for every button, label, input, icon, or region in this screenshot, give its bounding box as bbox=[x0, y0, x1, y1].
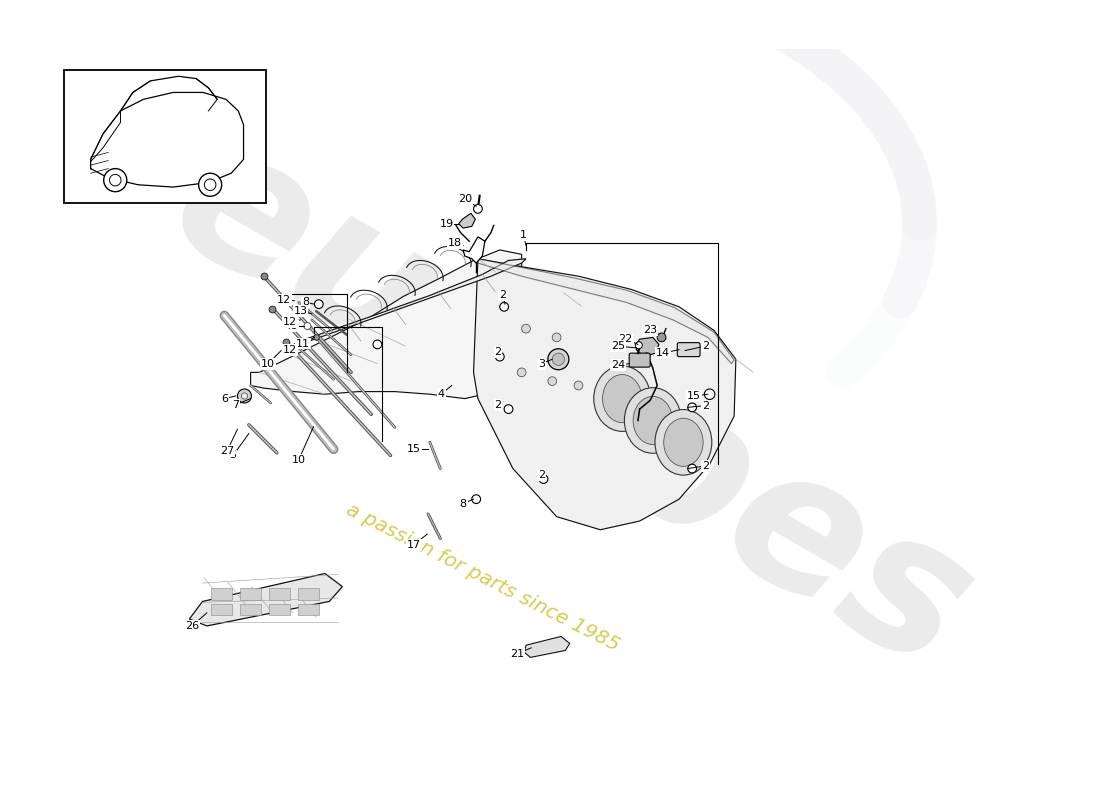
Text: 2: 2 bbox=[495, 400, 502, 410]
Text: 3: 3 bbox=[538, 358, 546, 369]
Polygon shape bbox=[463, 237, 485, 263]
Circle shape bbox=[103, 169, 127, 192]
Text: 20: 20 bbox=[458, 194, 472, 204]
Ellipse shape bbox=[603, 374, 642, 422]
Ellipse shape bbox=[634, 397, 672, 445]
Bar bbox=[211, 604, 232, 615]
Circle shape bbox=[574, 381, 583, 390]
Text: 27: 27 bbox=[220, 446, 234, 456]
Text: 1: 1 bbox=[520, 230, 527, 240]
Circle shape bbox=[472, 494, 481, 503]
Circle shape bbox=[315, 300, 323, 309]
Text: 13: 13 bbox=[294, 306, 307, 316]
Bar bbox=[270, 588, 290, 600]
Text: 9: 9 bbox=[290, 321, 298, 331]
Text: 2: 2 bbox=[702, 461, 708, 471]
Bar bbox=[298, 588, 319, 600]
Text: 26: 26 bbox=[185, 621, 199, 631]
Text: 23: 23 bbox=[644, 326, 657, 335]
Circle shape bbox=[205, 179, 216, 190]
Text: 15: 15 bbox=[686, 391, 701, 401]
Circle shape bbox=[304, 322, 311, 330]
Polygon shape bbox=[459, 214, 475, 228]
Circle shape bbox=[552, 333, 561, 342]
Circle shape bbox=[548, 349, 569, 370]
Text: 12: 12 bbox=[277, 294, 290, 305]
Polygon shape bbox=[525, 637, 570, 658]
Text: 17: 17 bbox=[407, 540, 421, 550]
Circle shape bbox=[657, 333, 665, 342]
Text: 14: 14 bbox=[657, 348, 670, 358]
Text: 4: 4 bbox=[438, 390, 444, 399]
Circle shape bbox=[636, 342, 642, 349]
Polygon shape bbox=[189, 574, 342, 626]
Polygon shape bbox=[290, 258, 526, 346]
Circle shape bbox=[499, 302, 508, 311]
Circle shape bbox=[679, 346, 688, 355]
Text: 7: 7 bbox=[232, 400, 240, 410]
Bar bbox=[64, 70, 266, 202]
Text: 24: 24 bbox=[610, 360, 625, 370]
Circle shape bbox=[199, 174, 222, 196]
Text: 12: 12 bbox=[283, 317, 297, 326]
Text: 15: 15 bbox=[407, 444, 421, 454]
Ellipse shape bbox=[625, 388, 681, 454]
Text: 21: 21 bbox=[510, 649, 525, 659]
Circle shape bbox=[521, 324, 530, 333]
Text: 2: 2 bbox=[702, 341, 708, 351]
Text: 5: 5 bbox=[230, 450, 236, 461]
Circle shape bbox=[688, 464, 696, 473]
Circle shape bbox=[241, 393, 248, 399]
FancyBboxPatch shape bbox=[678, 342, 700, 357]
Text: 12: 12 bbox=[283, 345, 297, 354]
Circle shape bbox=[539, 474, 548, 483]
Bar bbox=[211, 588, 232, 600]
Circle shape bbox=[688, 403, 696, 412]
Bar bbox=[240, 588, 261, 600]
Text: 25: 25 bbox=[610, 341, 625, 351]
Text: 8: 8 bbox=[302, 298, 309, 307]
Circle shape bbox=[110, 174, 121, 186]
Circle shape bbox=[373, 340, 382, 349]
Text: a passion for parts since 1985: a passion for parts since 1985 bbox=[342, 500, 622, 655]
Text: 6: 6 bbox=[221, 394, 228, 404]
Text: 22: 22 bbox=[618, 334, 632, 344]
Circle shape bbox=[504, 405, 513, 414]
Circle shape bbox=[517, 368, 526, 377]
Circle shape bbox=[552, 353, 564, 366]
Text: 2: 2 bbox=[498, 290, 506, 301]
Circle shape bbox=[548, 377, 557, 386]
Polygon shape bbox=[636, 338, 659, 357]
Circle shape bbox=[495, 352, 504, 361]
Text: 2: 2 bbox=[495, 347, 502, 358]
FancyBboxPatch shape bbox=[629, 353, 650, 367]
Ellipse shape bbox=[594, 366, 650, 431]
Bar bbox=[240, 604, 261, 615]
Ellipse shape bbox=[654, 410, 712, 475]
Text: 11: 11 bbox=[296, 338, 310, 349]
Ellipse shape bbox=[663, 418, 703, 466]
Text: 2: 2 bbox=[702, 401, 708, 410]
Polygon shape bbox=[474, 258, 736, 530]
Text: 10: 10 bbox=[261, 358, 275, 369]
Bar bbox=[270, 604, 290, 615]
Bar bbox=[298, 604, 319, 615]
Polygon shape bbox=[477, 258, 734, 364]
Text: 10: 10 bbox=[292, 455, 306, 465]
Text: 2: 2 bbox=[538, 470, 546, 480]
Circle shape bbox=[238, 389, 252, 403]
Text: 18: 18 bbox=[448, 238, 462, 248]
Text: europes: europes bbox=[141, 104, 1003, 710]
Polygon shape bbox=[251, 250, 521, 398]
Text: 8: 8 bbox=[460, 498, 466, 509]
Text: 19: 19 bbox=[439, 218, 453, 229]
Circle shape bbox=[474, 205, 482, 214]
Circle shape bbox=[704, 389, 715, 399]
